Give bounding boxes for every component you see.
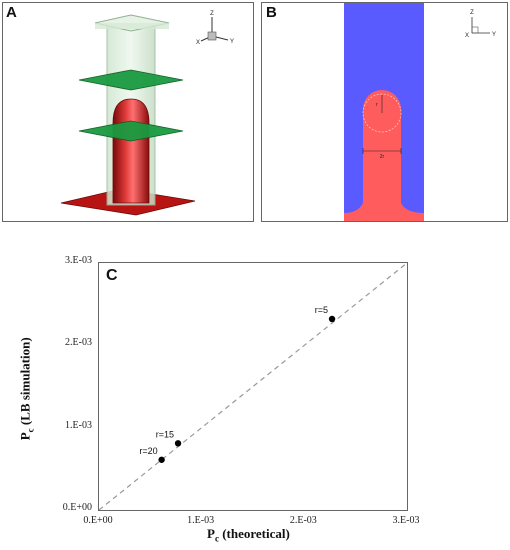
- axis-triad-b: Z X Y: [465, 10, 496, 39]
- data-point-label: r=5: [315, 305, 328, 315]
- y-tick-label: 1.E-03: [65, 419, 92, 431]
- axis-y-label: Y: [230, 39, 234, 45]
- panel-c: r=5 r=15 r=20: [98, 262, 408, 511]
- x-tick-label: 3.E-03: [392, 515, 420, 526]
- red-cylinder: [112, 98, 150, 204]
- b-axis-z-label: Z: [470, 10, 474, 16]
- panel-c-letter: C: [106, 267, 118, 284]
- axis-triad: Z X Y: [196, 11, 234, 46]
- lower-plane: [78, 120, 184, 142]
- reference-line: [98, 262, 408, 511]
- axis-x-label: X: [196, 40, 200, 46]
- meniscus-circle: [362, 93, 402, 133]
- data-point: [158, 456, 165, 463]
- data-point: [174, 440, 182, 447]
- red-column: [363, 90, 401, 215]
- data-point-label: r=15: [156, 429, 174, 439]
- x-tick-label: 0.E+00: [83, 515, 113, 526]
- y-tick-label: 3.E-03: [65, 255, 92, 266]
- panel-a: Z X Y: [2, 2, 254, 222]
- diameter-label: 2r: [380, 154, 385, 160]
- panel-b-illustration: r 2r Z X Y: [344, 3, 496, 221]
- y-tick-label: 0.E+00: [62, 502, 92, 513]
- panel-a-illustration: Z X Y: [60, 11, 234, 216]
- x-tick-label: 1.E-03: [187, 515, 215, 526]
- b-axis-y-label: Y: [492, 32, 496, 38]
- panel-a-letter: A: [6, 4, 17, 21]
- upper-plane: [78, 69, 184, 91]
- panel-b: r 2r Z X Y: [261, 2, 508, 222]
- x-axis-title: Pc (theoretical): [207, 526, 290, 544]
- radius-label: r: [376, 102, 378, 108]
- y-axis-title: Pc (LB simulation): [17, 337, 36, 441]
- b-axis-x-label: X: [465, 33, 469, 39]
- y-tick-label: 2.E-03: [65, 337, 92, 349]
- axis-z-label: Z: [210, 11, 214, 17]
- data-point: [328, 315, 336, 323]
- data-point-label: r=20: [139, 446, 157, 456]
- chart-plot-area: r=5 r=15 r=20: [98, 262, 408, 511]
- panel-b-letter: B: [266, 4, 277, 21]
- x-tick-label: 2.E-03: [289, 515, 317, 526]
